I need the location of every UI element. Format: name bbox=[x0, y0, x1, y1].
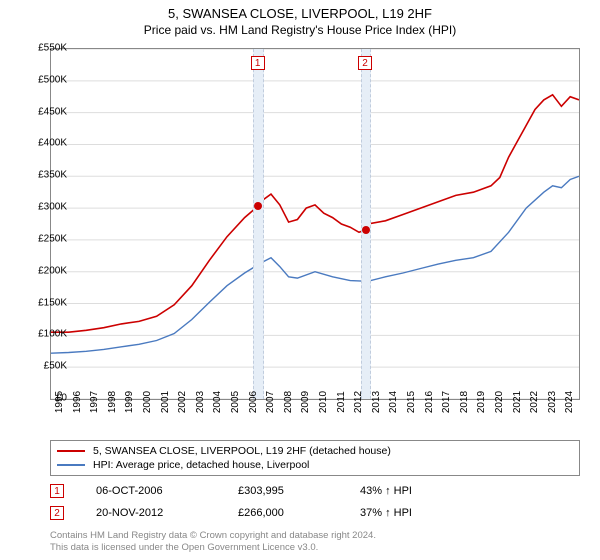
x-axis-label: 2012 bbox=[353, 391, 364, 413]
y-axis-label: £450K bbox=[22, 106, 67, 117]
sale-marker-1: 1 bbox=[251, 56, 265, 70]
x-axis-label: 2023 bbox=[547, 391, 558, 413]
legend-row: 5, SWANSEA CLOSE, LIVERPOOL, L19 2HF (de… bbox=[57, 444, 573, 458]
x-axis-label: 2003 bbox=[195, 391, 206, 413]
x-axis-label: 1999 bbox=[124, 391, 135, 413]
x-axis-label: 2001 bbox=[160, 391, 171, 413]
x-axis-label: 2010 bbox=[318, 391, 329, 413]
x-axis-label: 2017 bbox=[441, 391, 452, 413]
x-axis-label: 2018 bbox=[459, 391, 470, 413]
x-axis-label: 2005 bbox=[230, 391, 241, 413]
y-axis-label: £300K bbox=[22, 202, 67, 213]
chart-svg bbox=[51, 49, 579, 399]
x-axis-label: 2004 bbox=[212, 391, 223, 413]
y-axis-label: £50K bbox=[22, 361, 67, 372]
x-axis-label: 2020 bbox=[494, 391, 505, 413]
x-axis-label: 2009 bbox=[300, 391, 311, 413]
y-axis-label: £200K bbox=[22, 265, 67, 276]
x-axis-label: 1995 bbox=[54, 391, 65, 413]
sale-pct: 43% ↑ HPI bbox=[360, 485, 412, 497]
legend-row: HPI: Average price, detached house, Live… bbox=[57, 458, 573, 472]
footer-line-2: This data is licensed under the Open Gov… bbox=[50, 542, 376, 554]
sale-row: 1 06-OCT-2006 £303,995 43% ↑ HPI bbox=[50, 484, 412, 498]
legend-box: 5, SWANSEA CLOSE, LIVERPOOL, L19 2HF (de… bbox=[50, 440, 580, 476]
y-axis-label: £400K bbox=[22, 138, 67, 149]
x-axis-label: 2011 bbox=[336, 391, 347, 413]
sale-dot bbox=[254, 202, 262, 210]
sale-marker-2: 2 bbox=[358, 56, 372, 70]
chart-plot-area bbox=[50, 48, 580, 400]
series-property bbox=[51, 95, 579, 332]
x-axis-label: 1997 bbox=[89, 391, 100, 413]
x-axis-label: 1998 bbox=[107, 391, 118, 413]
sale-date: 06-OCT-2006 bbox=[96, 485, 206, 497]
x-axis-label: 2019 bbox=[476, 391, 487, 413]
legend-text: 5, SWANSEA CLOSE, LIVERPOOL, L19 2HF (de… bbox=[93, 445, 391, 457]
sale-row-marker: 1 bbox=[50, 484, 64, 498]
y-axis-label: £500K bbox=[22, 74, 67, 85]
legend-swatch bbox=[57, 464, 85, 466]
x-axis-label: 2013 bbox=[371, 391, 382, 413]
sale-pct: 37% ↑ HPI bbox=[360, 507, 412, 519]
x-axis-label: 2006 bbox=[248, 391, 259, 413]
series-hpi bbox=[51, 176, 579, 353]
x-axis-label: 2015 bbox=[406, 391, 417, 413]
footer-text: Contains HM Land Registry data © Crown c… bbox=[50, 530, 376, 555]
sale-price: £303,995 bbox=[238, 485, 328, 497]
x-axis-label: 2002 bbox=[177, 391, 188, 413]
x-axis-label: 1996 bbox=[72, 391, 83, 413]
y-axis-label: £250K bbox=[22, 233, 67, 244]
chart-subtitle: Price paid vs. HM Land Registry's House … bbox=[0, 21, 600, 37]
legend-swatch bbox=[57, 450, 85, 452]
x-axis-label: 2016 bbox=[424, 391, 435, 413]
x-axis-label: 2024 bbox=[564, 391, 575, 413]
sale-date: 20-NOV-2012 bbox=[96, 507, 206, 519]
x-axis-label: 2014 bbox=[388, 391, 399, 413]
y-axis-label: £150K bbox=[22, 297, 67, 308]
y-axis-label: £100K bbox=[22, 329, 67, 340]
x-axis-label: 2007 bbox=[265, 391, 276, 413]
sale-row-marker: 2 bbox=[50, 506, 64, 520]
sale-row: 2 20-NOV-2012 £266,000 37% ↑ HPI bbox=[50, 506, 412, 520]
sale-dot bbox=[362, 226, 370, 234]
x-axis-label: 2022 bbox=[529, 391, 540, 413]
x-axis-label: 2021 bbox=[512, 391, 523, 413]
x-axis-label: 2008 bbox=[283, 391, 294, 413]
legend-text: HPI: Average price, detached house, Live… bbox=[93, 459, 309, 471]
y-axis-label: £350K bbox=[22, 170, 67, 181]
x-axis-label: 2000 bbox=[142, 391, 153, 413]
footer-line-1: Contains HM Land Registry data © Crown c… bbox=[50, 530, 376, 542]
y-axis-label: £550K bbox=[22, 43, 67, 54]
chart-container: 5, SWANSEA CLOSE, LIVERPOOL, L19 2HF Pri… bbox=[0, 0, 600, 560]
chart-title: 5, SWANSEA CLOSE, LIVERPOOL, L19 2HF bbox=[0, 0, 600, 21]
sale-band bbox=[253, 49, 264, 399]
sale-band bbox=[361, 49, 372, 399]
sale-price: £266,000 bbox=[238, 507, 328, 519]
